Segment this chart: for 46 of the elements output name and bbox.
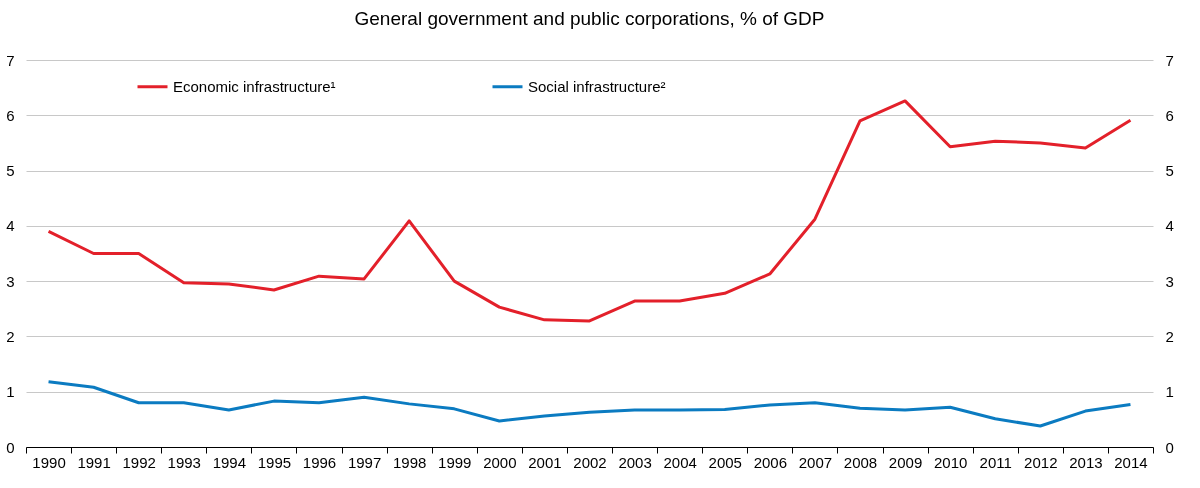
y-tick-label: 2 [6,327,15,345]
y2-tick-label: 0 [1165,438,1174,456]
y2-tick-label: 5 [1165,162,1174,180]
y-tick-label: 0 [6,438,15,456]
y-tick-label: 4 [6,217,15,235]
x-tick-label: 2009 [888,453,923,471]
x-tick-label: 2006 [753,453,788,471]
y-tick-label: 3 [6,272,15,290]
x-tick-label: 2003 [618,453,652,471]
x-tick-label: 1991 [77,453,111,471]
legend-label: Economic infrastructure¹ [173,77,336,95]
x-tick-label: 1992 [122,453,156,471]
x-tick-label: 2001 [528,453,562,471]
x-tick-label: 1994 [212,453,247,471]
y2-tick-label: 4 [1165,217,1174,235]
x-tick-label: 2007 [798,453,833,471]
line-series [47,99,1132,323]
x-tick-label: 1993 [167,453,201,471]
line-series [47,380,1132,428]
x-tick-label: 2011 [979,453,1012,471]
chart-title: General government and public corporations, % of GDP [354,8,825,29]
y2-tick-label: 7 [1165,51,1174,69]
x-tick-label: 2010 [933,453,968,471]
x-tick-label: 2000 [483,453,517,471]
x-tick-label: 2012 [1024,453,1058,471]
y-tick-label: 7 [6,51,15,69]
y2-tick-label: 1 [1165,383,1174,401]
x-tick-label: 2002 [573,453,607,471]
x-tick-label: 2008 [843,453,878,471]
x-tick-label: 2005 [708,453,742,471]
x-tick-label: 2014 [1114,453,1148,471]
x-tick-label: 1999 [438,453,472,471]
y-tick-label: 1 [6,383,15,401]
y2-tick-label: 6 [1165,106,1174,124]
x-tick-label: 2004 [663,453,697,471]
y2-tick-label: 2 [1165,327,1174,345]
legend-label: Social infrastructure² [528,77,666,95]
y-tick-label: 6 [6,106,15,124]
x-tick-label: 1995 [257,453,292,471]
x-tick-label: 1990 [32,453,66,471]
x-tick-label: 1997 [347,453,382,471]
y2-tick-label: 3 [1165,272,1174,290]
y-tick-label: 5 [6,162,15,180]
x-tick-label: 1996 [302,453,337,471]
x-tick-label: 1998 [392,453,427,471]
x-tick-label: 2013 [1069,453,1103,471]
